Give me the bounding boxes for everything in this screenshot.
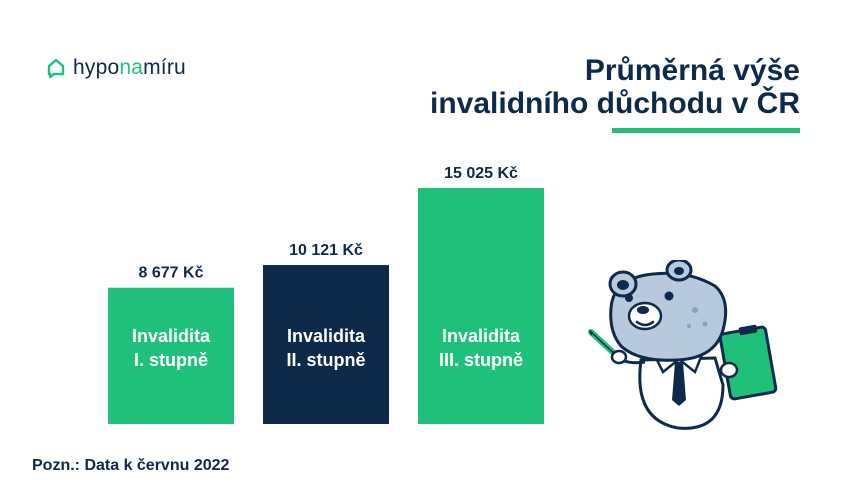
title-line-2: invalidního důchodu v ČR [430, 87, 800, 120]
footnote: Pozn.: Data k červnu 2022 [32, 457, 230, 474]
value-label-2: 10 121 Kč [289, 242, 363, 259]
category-label-2: Invalidita II. stupně [286, 326, 366, 370]
chart-title: Průměrná výše invalidního důchodu v ČR [430, 54, 800, 120]
brand-name: hyponamíru [73, 56, 186, 79]
bar-1 [108, 287, 234, 424]
category-label-1: Invalidita I. stupně [132, 326, 211, 370]
title-underline [612, 128, 800, 133]
value-label-3: 15 025 Kč [444, 165, 518, 182]
title-line-1: Průměrná výše [584, 54, 800, 87]
brand-logo: hyponamíru [46, 56, 186, 80]
category-label-3: Invalidita III. stupně [439, 326, 523, 370]
house-chat-icon [47, 58, 65, 79]
bar-chart: 8 677 Kč Invalidita I. stupně 10 121 Kč Inva… [108, 165, 544, 424]
bear-mascot-illustration [588, 260, 778, 430]
value-label-1: 8 677 Kč [139, 265, 204, 282]
bar-3 [418, 188, 544, 424]
bar-2 [263, 265, 389, 424]
